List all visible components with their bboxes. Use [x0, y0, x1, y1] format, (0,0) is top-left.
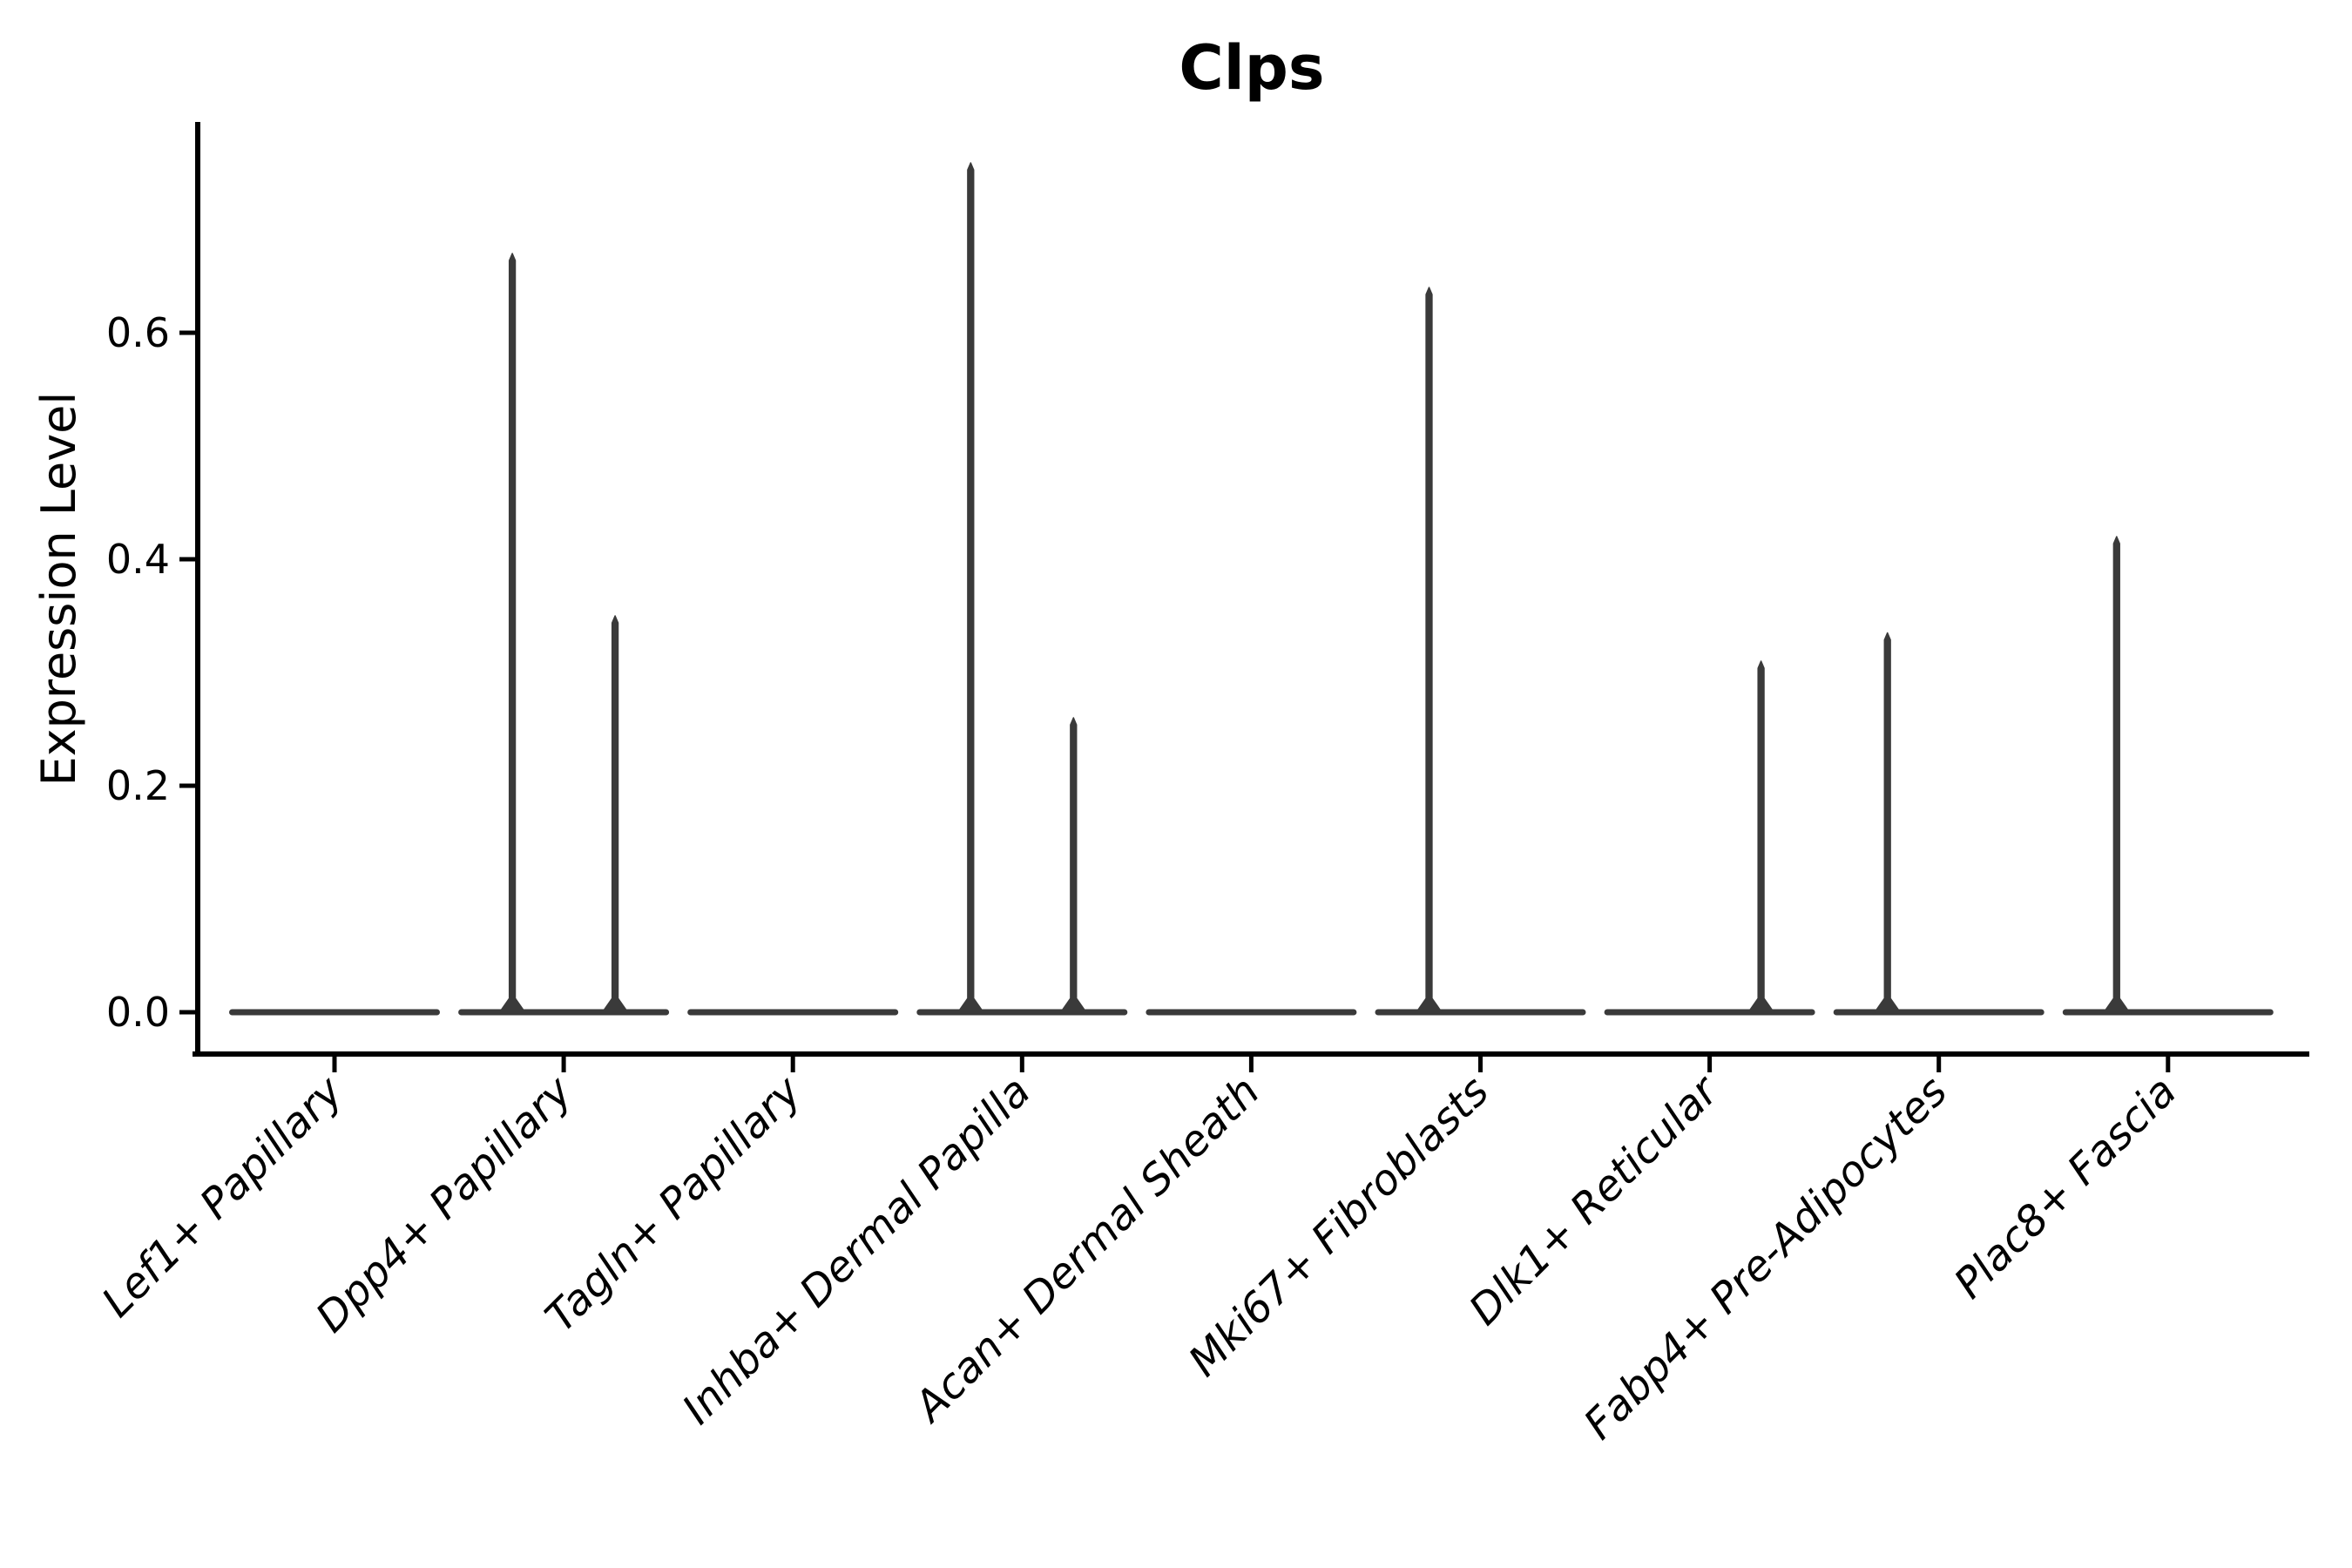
y-axis-label: Expression Level	[31, 392, 86, 787]
x-tick-label: Tagln+ Papillary	[536, 1066, 811, 1342]
x-tick-label: Dpp4+ Papillary	[307, 1066, 582, 1342]
y-tick-label: 0.6	[106, 309, 170, 356]
violin-base	[1375, 1009, 1586, 1016]
x-tick-label: Plac8+ Fascia	[1945, 1067, 2186, 1308]
violin-spike	[1058, 717, 1089, 1015]
violin-spike	[1872, 632, 1903, 1015]
x-tick-label: Dlk1+ Reticular	[1460, 1065, 1730, 1335]
violin-base	[687, 1009, 899, 1016]
violin-base	[1146, 1009, 1357, 1016]
violins	[229, 162, 2274, 1016]
x-tick-label: Fabp4+ Pre-Adipocytes	[1575, 1067, 1957, 1450]
violin-base	[2062, 1009, 2274, 1016]
chart-title: Clps	[1179, 32, 1324, 104]
y-tick-label: 0.4	[106, 536, 170, 583]
axes	[193, 122, 2309, 1057]
violin-spike	[600, 615, 630, 1015]
violin-base	[229, 1009, 440, 1016]
violin-spike	[2102, 536, 2132, 1015]
violin-spike	[497, 253, 527, 1015]
violin-base	[916, 1009, 1128, 1016]
y-tick-label: 0.2	[106, 762, 170, 809]
violin-base	[458, 1009, 670, 1016]
violin-base	[1604, 1009, 1815, 1016]
violin-spike	[1414, 287, 1444, 1015]
violin-spike	[1746, 660, 1776, 1015]
violin-base	[1833, 1009, 2044, 1016]
x-tick-label: Lef1+ Papillary	[92, 1066, 353, 1327]
y-tick-label: 0.0	[106, 989, 170, 1036]
y-axis-ticks: 0.0 0.2 0.4 0.6	[106, 309, 195, 1036]
violin-spike	[956, 162, 986, 1015]
